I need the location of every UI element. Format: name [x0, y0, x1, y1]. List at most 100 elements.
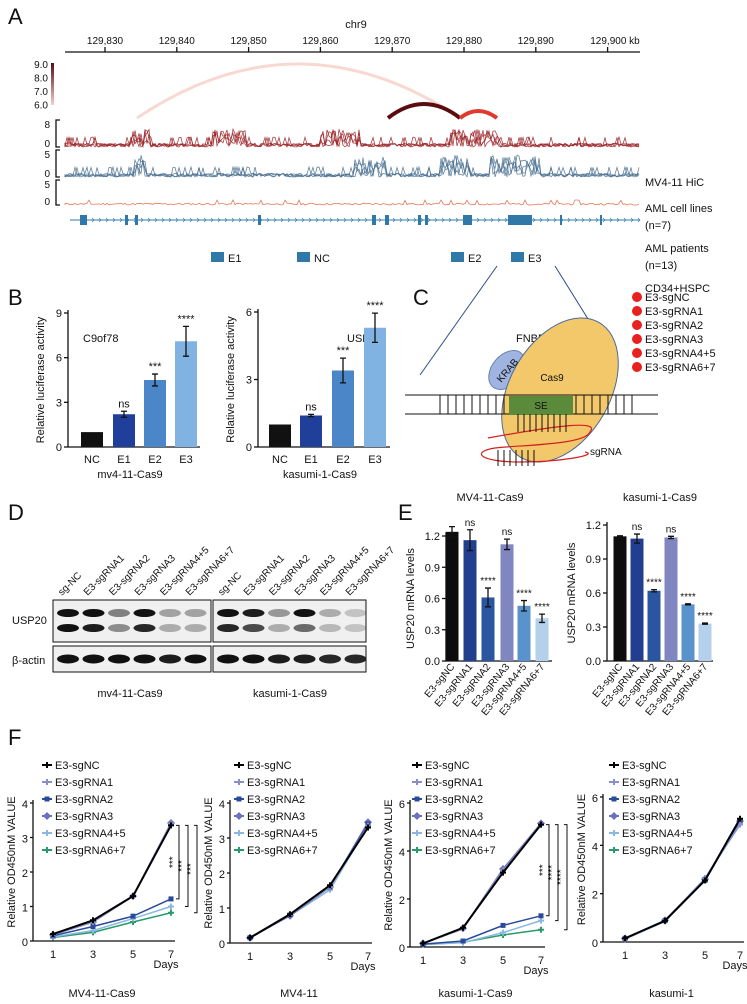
marker-cross [538, 926, 544, 933]
band-usp20-upper [159, 609, 181, 617]
panel-label-c: C [413, 285, 429, 310]
y-axis-label: Relative luciferase activity [225, 316, 237, 443]
strand-arrow [560, 217, 564, 223]
hic-colorbar [51, 63, 54, 105]
y-tick-label: 0.3 [586, 622, 601, 634]
bar [698, 623, 712, 661]
track-scale-min: 0 [44, 139, 50, 150]
y-tick-label: 4 [219, 799, 225, 811]
strand-arrow [553, 217, 557, 223]
y-tick-label: 9 [56, 308, 62, 320]
y-tick-label: 0.0 [586, 656, 601, 668]
strand-arrow [315, 217, 319, 223]
legend-label: E3-sgRNA2 [425, 794, 483, 806]
x-tick-label: E1 [117, 454, 130, 466]
marker-cross [168, 903, 174, 910]
strand-arrow [630, 217, 634, 223]
strand-arrow [637, 217, 641, 223]
hic-loop-medium [458, 109, 499, 120]
signal-track-line [64, 199, 640, 206]
strand-arrow [168, 217, 172, 223]
strand-arrow [196, 217, 200, 223]
sgrna-legend: E3-sgNC E3-sgRNA1 E3-sgRNA2 E3-sgRNA3 E3-sgR… [632, 292, 716, 374]
band-actin [242, 654, 265, 664]
marker-cross [365, 824, 371, 831]
strand-arrow [364, 217, 368, 223]
track-scale-min: 0 [44, 169, 50, 180]
sgrna-base-pairs [497, 414, 567, 466]
marker-cross [538, 917, 544, 924]
x-tick-label: E2 [336, 454, 349, 466]
marker-square [500, 922, 506, 928]
signal-track-line [64, 154, 640, 178]
dna-double-strand [405, 394, 658, 415]
band-usp20-lower [293, 624, 316, 632]
strand-arrow [532, 217, 536, 223]
series-line [52, 911, 172, 939]
band-usp20-upper [268, 609, 290, 617]
strand-arrow [581, 217, 585, 223]
band-usp20-lower [319, 624, 341, 632]
strand-arrow [175, 217, 179, 223]
legend-dot [632, 348, 642, 358]
y-tick-label: 4 [592, 841, 598, 853]
bar [81, 432, 103, 447]
marker-cross [168, 822, 174, 829]
strand-arrow [497, 217, 501, 223]
x-tick-label: E3 [179, 454, 192, 466]
band-actin [133, 654, 156, 664]
strand-arrow [182, 217, 186, 223]
exon [80, 215, 87, 225]
band-usp20-upper [344, 609, 367, 617]
band-usp20-lower [217, 624, 239, 632]
marker-cross [622, 935, 628, 942]
strand-arrow [406, 217, 410, 223]
band-usp20-lower [133, 624, 156, 632]
track-label-aml-patients: AML patients [645, 243, 709, 255]
x-tick-label: 5 [702, 950, 708, 962]
error-bar [539, 613, 545, 624]
strand-arrow [238, 217, 242, 223]
strand-arrow [539, 217, 543, 223]
enhancer-box-e3 [511, 252, 524, 262]
y-tick-label: 3 [56, 397, 62, 409]
legend-label: E3-sgNC [622, 760, 667, 772]
chart-title: kasumi-1-Cas9 [623, 492, 697, 504]
significance-label: *** [538, 864, 549, 876]
x-tick-label: 5 [130, 949, 136, 961]
strand-arrow [427, 217, 431, 223]
zoom-line-left [419, 265, 498, 376]
x-axis-label: Days [722, 960, 747, 972]
y-tick-label: 6 [246, 307, 252, 319]
marker-diamond [43, 812, 51, 820]
coordinate-tick-label: 129,860 [302, 36, 339, 47]
marker-square [611, 796, 617, 802]
significance-bracket [564, 824, 568, 931]
y-tick-label: 1.2 [425, 531, 440, 543]
strand-arrow [525, 217, 529, 223]
track-scale-bracket [55, 149, 60, 178]
legend-label: E3-sgRNA1 [645, 306, 703, 318]
legend-label: E3-sgNC [645, 292, 690, 304]
exon [258, 215, 261, 225]
enhancer-box-e1 [211, 252, 224, 262]
strand-arrow [399, 217, 403, 223]
significance-label: **** [680, 592, 696, 603]
coordinate-tick-label: 129,840 [159, 36, 196, 47]
y-tick-label: 1.2 [586, 520, 601, 532]
panel-label-e: E [398, 500, 413, 525]
strand-arrow [469, 217, 473, 223]
x-tick-label: 3 [287, 951, 293, 963]
strand-arrow [217, 217, 221, 223]
strand-arrow [294, 217, 298, 223]
strand-arrow [609, 217, 613, 223]
significance-label: **** [177, 313, 195, 325]
marker-diamond [413, 812, 421, 820]
sgrna-label: sgRNA [590, 447, 622, 458]
band-usp20-upper [217, 609, 239, 617]
marker-cross [44, 847, 50, 853]
marker-cross [414, 830, 420, 836]
band-actin [319, 654, 341, 664]
marker-cross [50, 931, 56, 938]
legend-label: E3-sgRNA1 [247, 777, 305, 789]
